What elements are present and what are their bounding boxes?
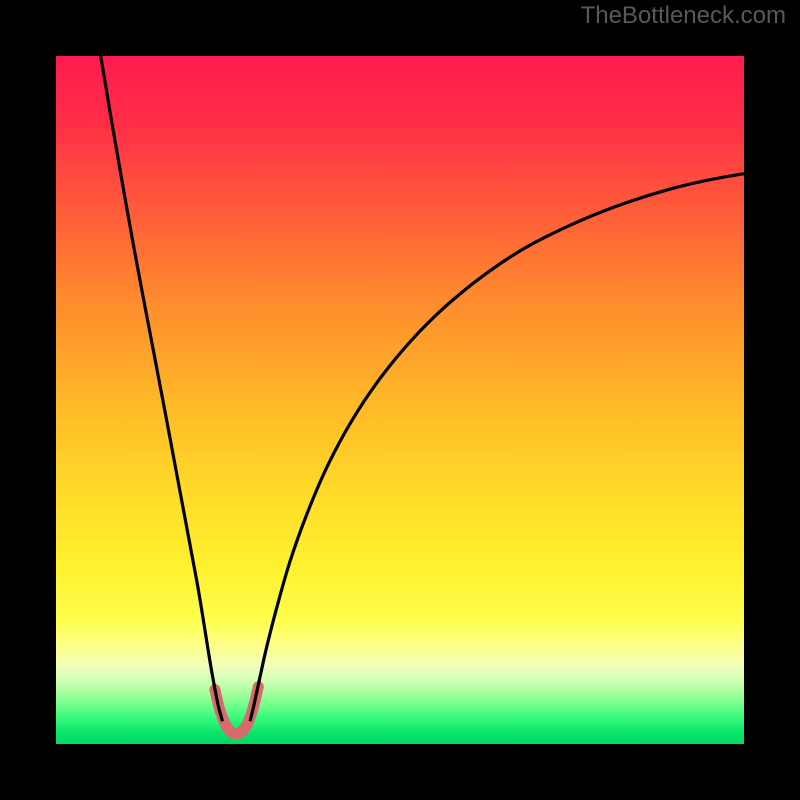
curve-right [250, 174, 744, 722]
curves-overlay [56, 56, 744, 744]
chart-container: TheBottleneck.com [0, 0, 800, 800]
plot-area [56, 56, 744, 744]
curve-left [101, 56, 223, 721]
watermark-text: TheBottleneck.com [581, 2, 786, 30]
